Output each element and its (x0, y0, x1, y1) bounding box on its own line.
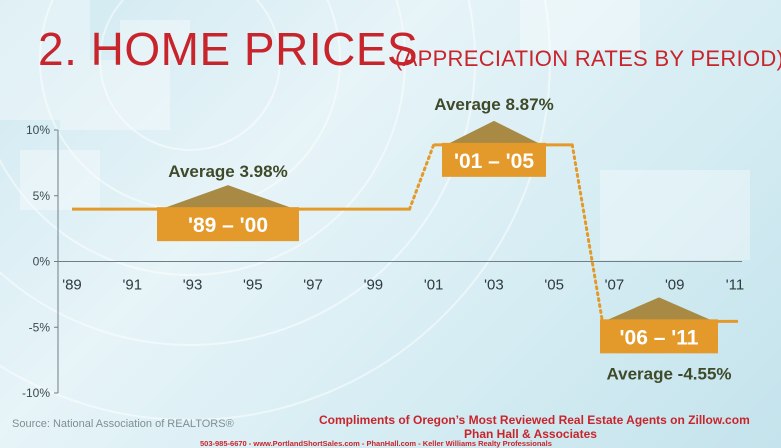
x-tick-label: '05 (544, 277, 564, 294)
contact-footer: 503-985-6670 - www.PortlandShortSales.co… (200, 439, 552, 448)
period-box (157, 207, 299, 242)
x-tick-label: '99 (364, 277, 384, 294)
period-callout-2: '01 – '05 Average 8.87% (434, 95, 554, 177)
x-tick-label: '95 (243, 277, 263, 294)
period-box (600, 319, 718, 354)
x-tick-label: '01 (424, 277, 444, 294)
x-tick-label: '07 (605, 277, 625, 294)
x-tick-label: '97 (303, 277, 323, 294)
period-label: '89 – '00 (188, 214, 268, 237)
page-title: 2. HOME PRICES (38, 23, 419, 75)
period-callout-3: '06 – '11 Average -4.55% (600, 297, 732, 383)
x-tick-label: '09 (665, 277, 685, 294)
x-tick-label: '89 (62, 277, 82, 294)
period-label: '01 – '05 (454, 150, 534, 173)
period-label: '06 – '11 (620, 326, 699, 349)
period-box (442, 142, 546, 177)
x-tick-label: '11 (726, 277, 744, 294)
y-tick-label: 10% (26, 123, 50, 137)
series-line-segment (408, 143, 436, 211)
x-tick-label: '91 (122, 277, 142, 294)
x-tick-label: '03 (484, 277, 504, 294)
page-subtitle: (APPRECIATION RATES BY PERIOD) (395, 46, 781, 71)
series-line-segment (570, 143, 604, 323)
y-tick-label: 5% (33, 189, 51, 203)
period-average-label: Average 3.98% (168, 162, 287, 181)
credit-line-2: Phan Hall & Associates (464, 427, 597, 441)
period-triangle (446, 120, 542, 145)
period-triangle (161, 185, 295, 210)
source-note: Source: National Association of REALTORS… (12, 418, 234, 430)
y-tick-label: -10% (22, 386, 50, 400)
period-triangle (604, 297, 714, 322)
y-tick-label: -5% (29, 320, 51, 334)
period-average-label: Average -4.55% (606, 364, 731, 383)
period-callout-1: '89 – '00 Average 3.98% (157, 162, 299, 242)
x-tick-label: '93 (183, 277, 203, 294)
credit-line-1: Compliments of Oregon’s Most Reviewed Re… (319, 413, 750, 427)
period-average-label: Average 8.87% (434, 95, 553, 114)
y-tick-label: 0% (33, 255, 51, 269)
